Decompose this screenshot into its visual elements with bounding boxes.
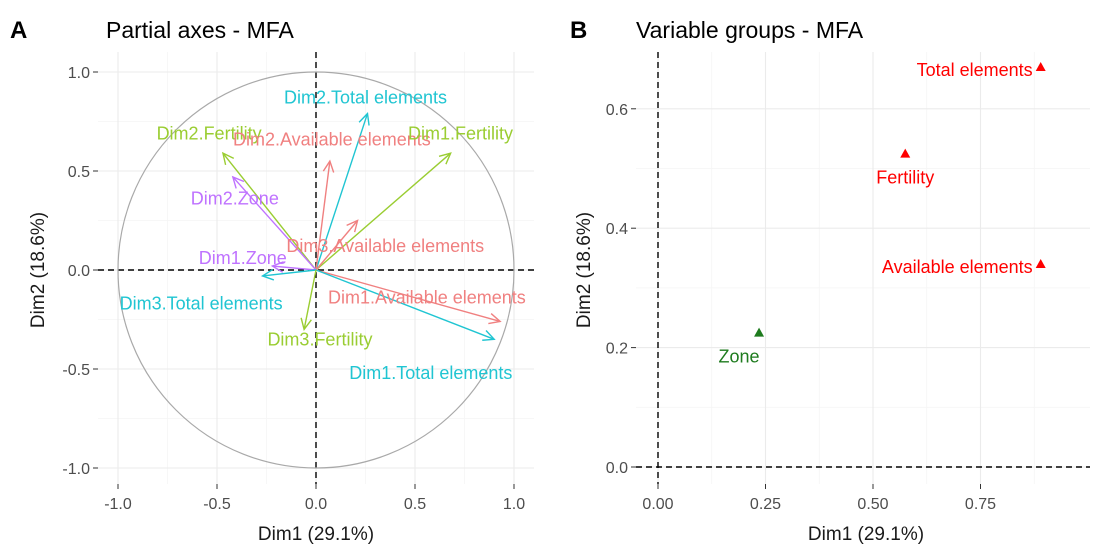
panel-a-ylabel: Dim2 (18.6%) [28,212,49,328]
panel-a-vector-labels: Dim2.Total elements Dim2.FertilityDim2.Av… [120,88,526,383]
vector-arrow [315,220,359,271]
vector-label: Dim2.Fertility [157,123,262,143]
vector-arrow [262,269,317,277]
group-point [754,327,765,337]
vector-arrowhead [346,219,359,233]
panel-b-ylabel: Dim2 (18.6%) [574,212,595,328]
vector-arrowhead [322,159,335,173]
panel-b-xlabel: Dim1 (29.1%) [808,524,924,545]
vector-arrow [315,161,331,271]
panel-b: B Variable groups - MFA Total elements Fe… [570,17,1090,545]
vector-label: Dim2.Available elements [233,129,431,149]
y-tick-label: -1.0 [62,461,90,478]
vector-arrow [315,269,501,323]
group-point [1035,62,1046,72]
vector-arrowhead [482,330,496,341]
vector-arrow [315,113,369,271]
panel-a-xlabel: Dim1 (29.1%) [258,524,374,545]
vector-arrowhead [438,152,452,165]
x-tick-label: 0.00 [642,496,673,513]
vector-arrowhead [221,151,235,166]
x-tick-label: -1.0 [104,496,132,513]
y-tick-label: 1.0 [68,65,90,82]
panel-a-circle-layer [117,71,515,469]
group-point [900,148,911,158]
panel-b-tag: B [570,17,587,44]
y-tick-label: 0.0 [68,263,90,280]
vector-arrow [315,269,495,340]
vector-arrow [315,152,452,271]
group-point [1035,259,1046,269]
y-tick-label: 0.5 [68,164,90,181]
group-point-label: Fertility [876,168,934,188]
group-point-label: Available elements [882,257,1033,277]
panel-b-axes [636,52,1090,484]
vector-arrowhead [300,317,312,331]
group-point-label: Zone [719,347,760,367]
panel-a-title: Partial axes - MFA [106,17,295,43]
panel-b-points [754,62,1046,337]
vector-label: Dim3.Total elements [120,294,283,314]
panel-a-vectors [221,112,502,341]
panel-a: A Partial axes - MFA Dim2.Total elements… [10,17,534,545]
correlation-circle [117,71,515,469]
x-tick-label: 0.5 [404,496,426,513]
panel-a-ticks: -1.0 -0.5 0.0 0.5 1.0 -1.0 -0.5 0.0 0.5 1.0 [62,65,525,513]
x-tick-label: 0.25 [750,496,781,513]
vector-label: Dim1.Total elements [349,363,512,383]
vector-label: Dim2.Zone [191,189,279,209]
vector-label: Dim1.Zone [199,248,287,268]
vector-label: Dim3.Available elements [286,236,484,256]
vector-label: Dim1.Available elements [328,288,526,308]
vector-arrowhead [488,313,502,325]
vector-label: Dim3.Fertility [267,329,372,349]
panel-b-point-labels: Total elements Fertility Available element… [719,60,1033,367]
vector-arrowhead [231,175,245,189]
vector-label: Dim2.Total elements [284,88,447,108]
vector-arrowhead [358,112,370,126]
x-tick-label: 1.0 [503,496,525,513]
y-tick-label: 0.4 [606,221,628,238]
vector-arrow [232,176,317,271]
x-tick-label: 0.50 [857,496,888,513]
vector-arrow [222,152,317,271]
x-tick-label: -0.5 [203,496,231,513]
x-tick-label: 0.0 [305,496,327,513]
vector-arrowhead [260,268,275,281]
y-tick-label: -0.5 [62,362,90,379]
vector-arrow [303,269,317,330]
vector-arrow [272,265,317,271]
panel-a-tag: A [10,17,27,44]
panel-b-title: Variable groups - MFA [636,17,864,43]
vector-label: Dim1.Fertility [408,123,513,143]
group-point-label: Total elements [917,60,1033,80]
y-tick-label: 0.2 [606,341,628,358]
y-tick-label: 0.0 [606,460,628,477]
vector-arrowhead [270,261,284,273]
panel-b-ticks: 0.00 0.25 0.50 0.75 0.0 0.2 0.4 0.6 [606,102,996,513]
y-tick-label: 0.6 [606,102,628,119]
x-tick-label: 0.75 [965,496,996,513]
